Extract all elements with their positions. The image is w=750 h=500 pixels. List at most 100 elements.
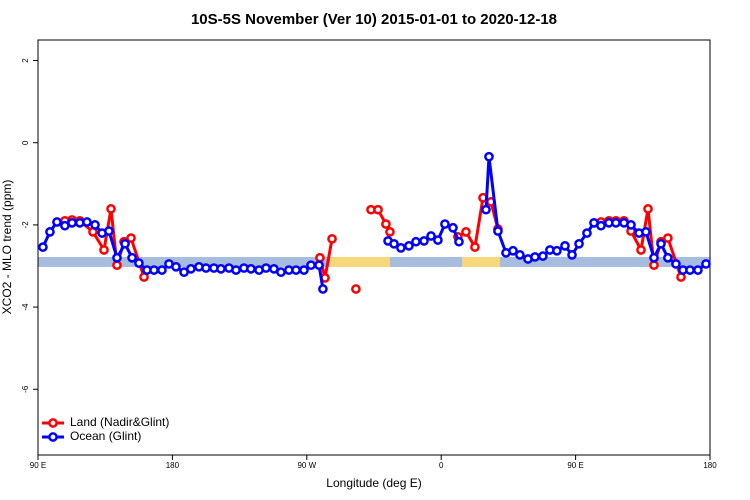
- data-point: [582, 228, 592, 238]
- data-point: [508, 245, 518, 256]
- data-point: [433, 235, 443, 245]
- data-point: [385, 227, 395, 237]
- x-tick-label: 0: [439, 461, 444, 470]
- x-tick-label: 180: [166, 461, 180, 470]
- data-point: [327, 234, 337, 244]
- x-axis-label: Longitude (deg E): [326, 476, 421, 490]
- data-point: [90, 220, 100, 230]
- data-point: [112, 252, 122, 263]
- data-point: [649, 252, 659, 263]
- data-point: [515, 250, 525, 260]
- data-point: [112, 260, 122, 271]
- data-point: [560, 241, 570, 251]
- data-point: [149, 265, 159, 275]
- x-tick-label: 90 E: [30, 461, 46, 470]
- land-ocean-strip: [38, 257, 710, 267]
- plot-frame: [37, 39, 711, 456]
- data-point: [314, 260, 324, 271]
- data-point: [373, 204, 383, 215]
- data-point: [426, 231, 436, 241]
- data-point: [461, 227, 471, 237]
- x-tick-label: 90 E: [567, 461, 583, 470]
- y-tick-label: -4: [21, 303, 30, 311]
- data-point: [448, 222, 458, 233]
- data-point: [306, 260, 316, 271]
- data-point: [656, 238, 666, 249]
- data-point: [246, 264, 256, 274]
- y-tick-label: -6: [21, 385, 30, 393]
- data-point: [67, 217, 77, 228]
- data-point: [643, 204, 653, 214]
- y-axis-label: XCO2 - MLO trend (ppm): [0, 180, 14, 315]
- data-point: [574, 238, 584, 249]
- data-point: [52, 217, 62, 227]
- data-point: [201, 263, 211, 273]
- data-point: [157, 265, 167, 275]
- data-point: [440, 219, 450, 229]
- data-point: [134, 258, 144, 268]
- data-point: [411, 236, 421, 247]
- data-point: [663, 252, 673, 263]
- data-point: [671, 259, 681, 269]
- data-point: [186, 264, 196, 274]
- ocean-strip: [500, 257, 710, 267]
- data-point: [299, 265, 309, 275]
- data-point: [701, 259, 711, 269]
- y-tick-label: -2: [21, 221, 30, 229]
- data-point: [261, 263, 271, 273]
- data-point: [636, 245, 646, 255]
- data-point: [685, 265, 695, 275]
- data-point: [315, 252, 325, 263]
- data-point: [663, 233, 673, 243]
- data-point: [126, 233, 136, 243]
- data-point: [171, 261, 181, 272]
- data-point: [396, 243, 406, 253]
- data-point: [276, 267, 286, 278]
- data-point: [404, 241, 414, 251]
- legend-marker: [48, 432, 58, 442]
- data-point: [493, 226, 503, 236]
- y-tick-label: 2: [21, 58, 30, 63]
- data-point: [641, 227, 651, 237]
- data-point: [231, 265, 241, 275]
- legend-label: Ocean (Glint): [70, 429, 141, 443]
- land-strip: [330, 257, 390, 267]
- legend-marker: [48, 418, 58, 428]
- data-point: [45, 227, 55, 237]
- data-point: [216, 264, 226, 274]
- data-point: [538, 251, 548, 261]
- data-point: [481, 204, 491, 215]
- chart-title: 10S-5S November (Ver 10) 2015-01-01 to 2…: [191, 11, 557, 28]
- ocean-strip: [38, 257, 330, 267]
- data-point: [596, 220, 606, 231]
- data-point: [38, 242, 48, 252]
- data-point: [82, 217, 92, 227]
- data-point: [470, 242, 480, 252]
- data-point: [381, 219, 391, 229]
- data-point: [389, 238, 399, 249]
- x-tick-label: 180: [703, 461, 717, 470]
- ocean-strip: [390, 257, 462, 267]
- data-point: [484, 151, 494, 162]
- data-point: [530, 252, 540, 262]
- data-point: [291, 265, 301, 275]
- data-point: [99, 245, 109, 255]
- data-point: [567, 250, 577, 260]
- data-point: [351, 284, 361, 294]
- data-point: [626, 220, 636, 230]
- data-point: [419, 236, 429, 246]
- data-point: [552, 245, 562, 256]
- land-strip: [462, 257, 500, 267]
- data-point: [649, 260, 659, 271]
- data-point: [120, 238, 130, 249]
- data-point: [693, 265, 703, 275]
- x-tick-label: 90 W: [297, 461, 316, 470]
- legend-label: Land (Nadir&Glint): [70, 415, 169, 429]
- y-tick-label: 0: [21, 140, 30, 145]
- data-point: [318, 284, 328, 294]
- data-point: [127, 252, 137, 263]
- data-point: [611, 217, 621, 228]
- data-point: [104, 226, 114, 236]
